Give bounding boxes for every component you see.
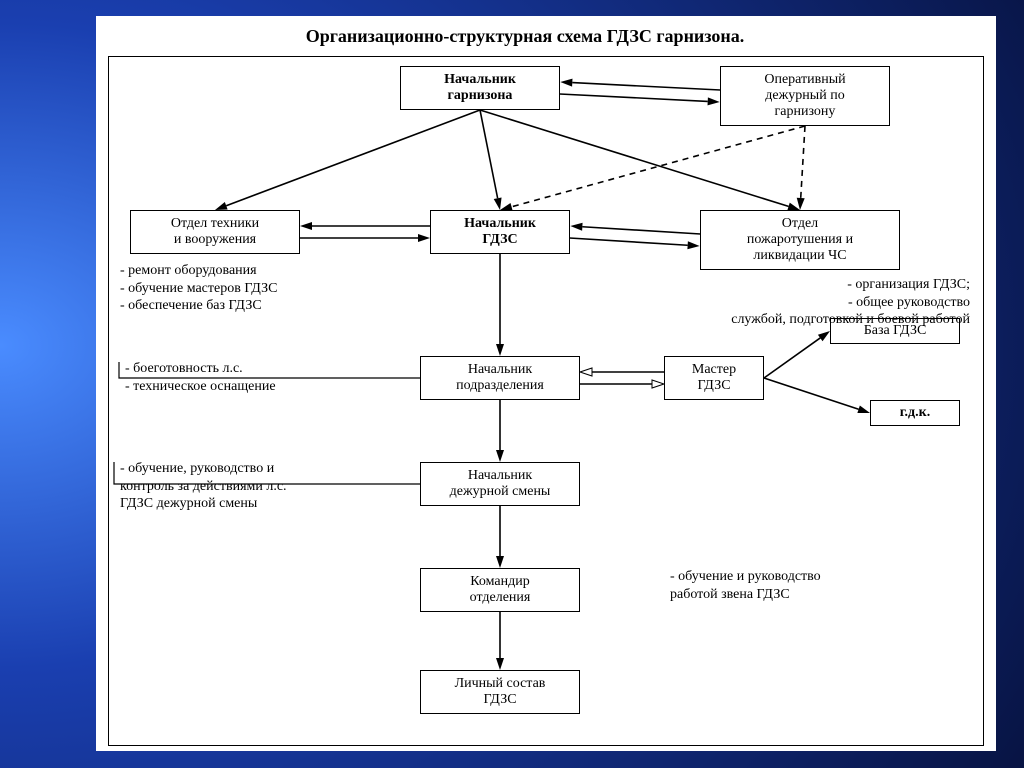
node-duty_officer: Оперативный дежурный по гарнизону (720, 66, 890, 126)
annotation-squad_list: - обучение и руководство работой звена Г… (670, 568, 821, 603)
annotation-fire_list: - организация ГДЗС; - общее руководство … (640, 276, 970, 329)
diagram-inner-border (108, 56, 984, 746)
node-personnel: Личный состав ГДЗС (420, 670, 580, 714)
annotation-shift_list: - обучение, руководство и контроль за де… (120, 460, 287, 513)
node-tech_dept: Отдел техники и вооружения (130, 210, 300, 254)
node-gdk: г.д.к. (870, 400, 960, 426)
node-garrison_chief: Начальник гарнизона (400, 66, 560, 110)
node-master: Мастер ГДЗС (664, 356, 764, 400)
node-unit_chief: Начальник подразделения (420, 356, 580, 400)
stage: Организационно-структурная схема ГДЗС га… (0, 0, 1024, 768)
node-gdzs_chief: Начальник ГДЗС (430, 210, 570, 254)
node-fire_dept: Отдел пожаротушения и ликвидации ЧС (700, 210, 900, 270)
annotation-tech_list: - ремонт оборудования - обучение мастеро… (120, 262, 277, 315)
node-squad_cmd: Командир отделения (420, 568, 580, 612)
node-shift_chief: Начальник дежурной смены (420, 462, 580, 506)
annotation-unit_list: - боеготовность л.с. - техническое оснащ… (125, 360, 276, 395)
diagram-title: Организационно-структурная схема ГДЗС га… (200, 26, 850, 47)
